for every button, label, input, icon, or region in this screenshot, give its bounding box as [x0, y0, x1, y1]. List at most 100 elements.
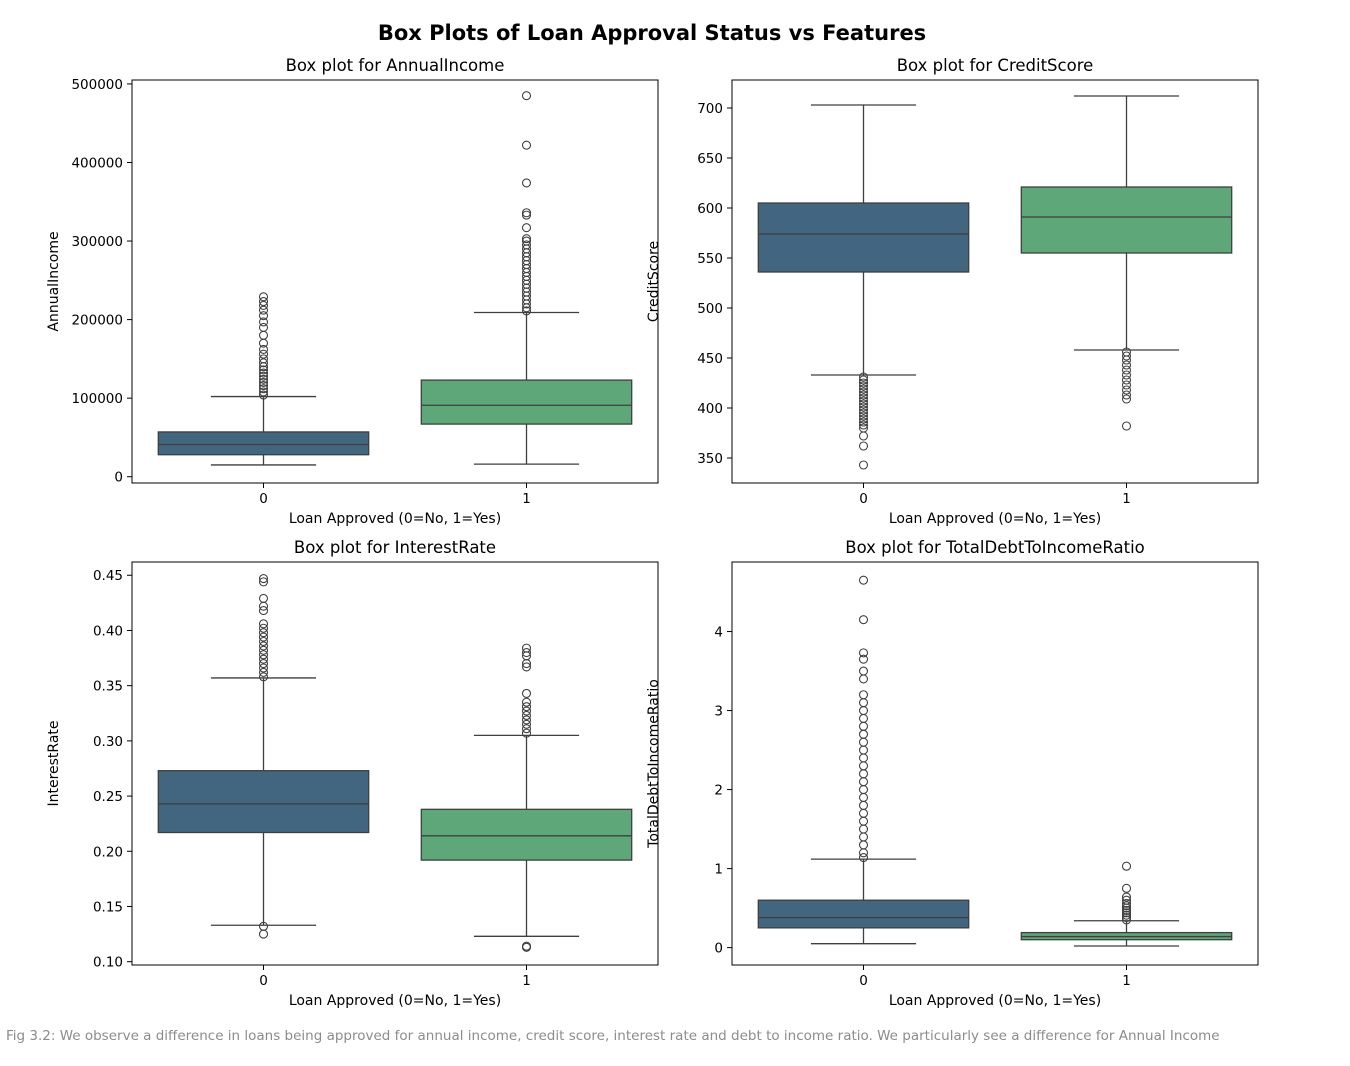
outlier-point	[258, 577, 269, 587]
outlier-point	[858, 729, 869, 739]
outlier-point	[858, 411, 869, 421]
outlier-point	[258, 921, 269, 931]
outlier-point	[258, 619, 269, 629]
subplot-title: Box plot for TotalDebtToIncomeRatio	[845, 538, 1145, 557]
outlier-point	[258, 632, 269, 642]
outlier-point	[258, 628, 269, 638]
outlier-point	[258, 322, 269, 333]
y-tick-label: 0.25	[93, 789, 123, 805]
x-axis-label: Loan Approved (0=No, 1=Yes)	[889, 511, 1101, 527]
outlier-point	[858, 832, 869, 842]
outlier-point	[258, 300, 269, 311]
outlier-point	[258, 311, 269, 321]
outlier-point	[858, 399, 869, 409]
iqr-box	[757, 202, 970, 273]
outlier-point	[858, 390, 869, 400]
outlier-point	[858, 816, 869, 826]
subplot-2: Box plot for InterestRate 0.10 0.15 0.20 0.2…	[46, 538, 659, 1009]
outlier-point	[858, 852, 869, 863]
outlier-point	[1121, 390, 1132, 400]
x-tick-label: 0	[859, 973, 868, 989]
iqr-box	[420, 379, 633, 425]
outlier-point	[521, 240, 532, 250]
outlier-point	[521, 715, 532, 725]
outlier-point	[1121, 861, 1132, 871]
outlier-point	[858, 441, 869, 451]
outlier-point	[258, 381, 269, 391]
outlier-point	[258, 606, 269, 616]
x-tick-label: 0	[259, 973, 268, 989]
outlier-point	[858, 674, 869, 684]
outlier-point	[1121, 365, 1132, 375]
y-axis-label: TotalDebtToIncomeRatio	[646, 679, 662, 849]
outlier-point	[858, 375, 869, 385]
outlier-point	[521, 697, 532, 707]
outlier-point	[521, 724, 532, 734]
box-group-1	[420, 91, 633, 465]
outlier-point	[858, 769, 869, 779]
outlier-point	[1121, 375, 1132, 385]
outlier-point	[858, 713, 869, 724]
outlier-point	[1121, 892, 1132, 902]
iqr-box	[157, 431, 370, 456]
outlier-point	[521, 706, 532, 716]
outlier-point	[521, 234, 532, 244]
subplot-grid: Box plot for AnnualIncome010000020000030…	[46, 56, 1259, 1009]
outlier-point	[258, 654, 269, 664]
outlier-point	[858, 393, 869, 403]
y-tick-label: 0.40	[93, 623, 123, 639]
figure-caption: Fig 3.2: We observe a difference in loan…	[6, 1028, 1220, 1044]
outlier-point	[258, 344, 269, 355]
box-group-1	[1020, 95, 1233, 431]
outlier-point	[521, 306, 532, 316]
outlier-point	[858, 654, 869, 664]
outlier-point	[858, 808, 869, 818]
outlier-point	[521, 688, 532, 698]
outlier-point	[521, 178, 532, 188]
y-tick-label: 400000	[71, 155, 123, 171]
figure-title: Box Plots of Loan Approval Status vs Fea…	[378, 21, 926, 45]
outlier-point	[1121, 380, 1132, 390]
outlier-point	[258, 667, 269, 677]
outlier-point	[858, 706, 869, 716]
x-tick-label: 1	[1122, 973, 1131, 989]
y-tick-label: 0.20	[93, 844, 123, 860]
box-group-0	[157, 574, 370, 939]
outlier-point	[1121, 421, 1132, 431]
outlier-point	[858, 387, 869, 397]
outlier-point	[858, 777, 869, 787]
outlier-point	[858, 414, 869, 424]
outlier-point	[858, 372, 869, 382]
outlier-point	[521, 140, 532, 150]
y-tick-label: 0.30	[93, 734, 123, 750]
y-tick-label: 0.45	[93, 568, 123, 584]
outlier-point	[858, 615, 869, 625]
outlier-point	[1121, 913, 1132, 923]
outlier-point	[258, 641, 269, 651]
outlier-point	[858, 405, 869, 415]
outlier-point	[858, 396, 869, 406]
axes-frame	[131, 79, 659, 484]
outlier-point	[858, 402, 869, 412]
iqr-box	[757, 899, 970, 929]
outlier-point	[258, 371, 269, 381]
outlier-point	[1121, 915, 1132, 925]
outlier-point	[258, 663, 269, 673]
outlier-point	[258, 305, 269, 315]
outlier-point	[258, 374, 269, 384]
outlier-point	[258, 390, 269, 400]
x-tick-label: 1	[522, 973, 531, 989]
subplot-3: Box plot for TotalDebtToIncomeRatio 0 1 2 3 4…	[646, 538, 1259, 1009]
outlier-point	[858, 408, 869, 418]
outlier-point	[858, 423, 869, 433]
outlier-point	[858, 575, 869, 585]
box-group-0	[157, 292, 370, 466]
outlier-point	[258, 317, 269, 327]
outlier-point	[521, 941, 532, 951]
outlier-point	[1121, 898, 1132, 908]
outlier-point	[1121, 370, 1132, 380]
iqr-box	[420, 808, 633, 861]
outlier-point	[521, 662, 532, 672]
outlier-point	[1121, 908, 1132, 918]
outlier-point	[258, 354, 269, 364]
